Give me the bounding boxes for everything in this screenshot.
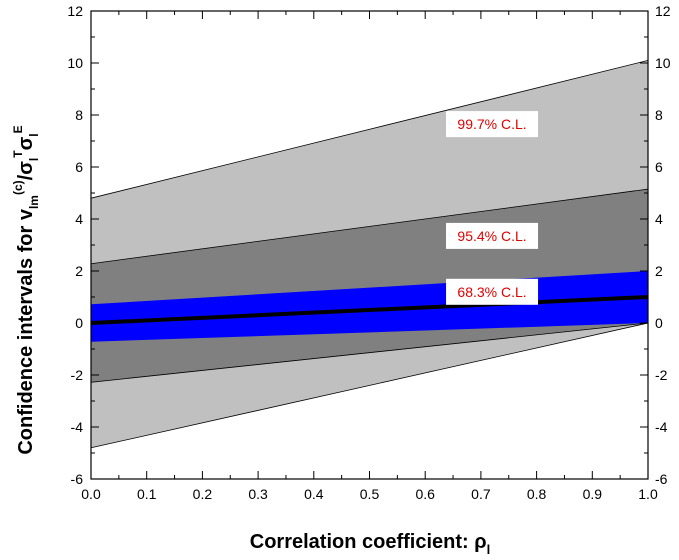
y-tick-label-right: -4 xyxy=(655,419,668,435)
x-tick-label: 0.5 xyxy=(360,486,380,502)
annotation-box xyxy=(446,222,539,249)
y-tick-label-right: 8 xyxy=(655,107,663,123)
annotation-label: 99.7% C.L. xyxy=(457,116,526,132)
x-tick-label: 0.2 xyxy=(193,486,213,502)
y-tick-label-right: -2 xyxy=(655,367,668,383)
y-tick-label-left: -6 xyxy=(71,471,84,487)
x-tick-label: 0.3 xyxy=(248,486,268,502)
x-axis-title-sub: l xyxy=(487,542,491,557)
x-tick-label: 0.7 xyxy=(471,486,491,502)
y-tick-label-left: 10 xyxy=(67,55,83,71)
y-axis-title-slash: /σ xyxy=(15,161,37,181)
y-tick-label-right: -6 xyxy=(655,471,668,487)
x-axis-title: Correlation coefficient: ρl xyxy=(250,531,490,557)
y-tick-label-left: 0 xyxy=(75,315,83,331)
y-axis-title-sub-l1: l xyxy=(27,158,41,161)
y-tick-label-right: 6 xyxy=(655,159,663,175)
y-tick-label-right: 0 xyxy=(655,315,663,331)
y-tick-label-left: 2 xyxy=(75,263,83,279)
y-axis-title-sup-t: T xyxy=(11,150,25,158)
y-tick-label-left: 6 xyxy=(75,159,83,175)
y-tick-label-right: 4 xyxy=(655,211,663,227)
y-tick-label-left: 4 xyxy=(75,211,83,227)
central-line-layer xyxy=(90,295,649,325)
annotation-label: 95.4% C.L. xyxy=(457,228,526,244)
x-tick-label: 0.9 xyxy=(583,486,603,502)
central-line xyxy=(90,295,649,325)
annotation-box xyxy=(446,111,539,138)
ticks-layer: 0.0 0.1 0.2 0.3 0.4 0.5 0.6 0.7 0.8 0.9 1.0-6-4-20… xyxy=(67,3,670,502)
y-axis-title-sub-l2: l xyxy=(27,133,41,136)
annotation-layer: 99.7% C.L. 95.4% C.L. 68.3% C.L. xyxy=(446,111,539,305)
y-tick-label-right: 10 xyxy=(655,55,671,71)
y-axis-title-prefix: Confidence intervals for v xyxy=(15,208,37,454)
y-axis-title-sub-lm: lm xyxy=(27,195,41,209)
y-tick-label-right: 12 xyxy=(655,3,671,19)
x-tick-label: 0.6 xyxy=(415,486,435,502)
y-tick-label-left: 8 xyxy=(75,107,83,123)
x-tick-label: 0.1 xyxy=(137,486,157,502)
y-tick-label-left: -4 xyxy=(71,419,84,435)
x-tick-label: 0.4 xyxy=(304,486,324,502)
annotation-label: 68.3% C.L. xyxy=(457,284,526,300)
x-axis-title-main: Correlation coefficient: ρ xyxy=(250,531,487,553)
y-tick-label-left: 12 xyxy=(67,3,83,19)
y-axis-title-sup-c: (c) xyxy=(11,180,25,195)
x-tick-label: 0.0 xyxy=(81,486,101,502)
y-axis-title-sup-e: E xyxy=(11,125,25,133)
y-axis-title: Confidence intervals for vlm(c)/σlTσlE xyxy=(11,125,41,454)
y-tick-label-left: -2 xyxy=(71,367,84,383)
y-tick-label-right: 2 xyxy=(655,263,663,279)
annotation-box xyxy=(446,278,539,305)
bands-layer xyxy=(90,59,649,449)
x-tick-label: 1.0 xyxy=(638,486,658,502)
y-axis-title-sigma2: σ xyxy=(15,136,37,150)
x-tick-label: 0.8 xyxy=(527,486,547,502)
